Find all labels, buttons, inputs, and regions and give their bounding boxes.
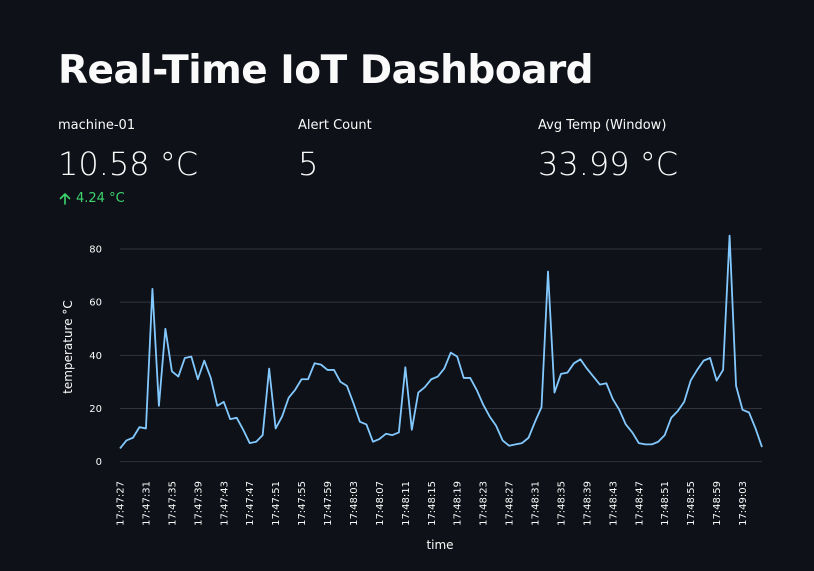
x-tick-label: 17:48:59 [712,481,723,526]
x-tick-label: 17:48:19 [453,481,464,526]
x-tick-label: 17:48:43 [608,481,619,526]
x-tick-label: 17:47:47 [245,481,256,526]
metric-machine-01: machine-01 10.58 °C 4.24 °C [58,118,198,208]
x-tick-label: 17:47:59 [323,481,334,526]
x-tick-label: 17:48:31 [531,481,542,526]
x-tick-label: 17:48:35 [556,481,567,526]
metric-delta: 4.24 °C [58,190,198,208]
series-line-temperature[interactable] [119,234,763,449]
x-tick-label: 17:47:43 [219,481,230,526]
x-tick-label: 17:48:39 [582,481,593,526]
y-tick-label: 40 [89,351,102,362]
metric-value: 10.58 °C [58,145,199,183]
chart-gridlines [120,248,762,463]
x-tick-label: 17:48:23 [479,481,490,526]
metric-delta-value: 4.24 °C [76,191,125,206]
chart-y-axis: 0 20 40 60 80 [89,244,102,468]
x-tick-label: 17:47:39 [193,481,204,526]
x-tick-label: 17:48:51 [660,481,671,526]
y-tick-label: 60 [89,298,102,309]
x-tick-label: 17:47:55 [297,481,308,526]
y-tick-label: 0 [96,457,102,468]
metric-value: 5 [298,145,319,183]
arrow-up-icon [59,193,71,205]
x-axis-title: time [426,538,453,552]
x-tick-label: 17:47:35 [167,481,178,526]
x-tick-label: 17:47:27 [116,481,127,526]
metric-value: 33.99 °C [538,145,679,183]
metric-alert-count: Alert Count 5 [298,118,372,184]
x-tick-label: 17:48:11 [401,481,412,526]
metric-label: Avg Temp (Window) [538,118,667,133]
y-axis-title: temperature °C [61,300,75,394]
x-tick-label: 17:48:55 [686,481,697,526]
y-tick-label: 20 [89,404,102,415]
metric-label: machine-01 [58,118,136,133]
x-tick-label: 17:48:15 [427,481,438,526]
x-tick-label: 17:48:47 [634,481,645,526]
x-tick-label: 17:48:27 [505,481,516,526]
x-tick-label: 17:48:03 [349,481,360,526]
x-tick-label: 17:47:51 [271,481,282,526]
metric-label: Alert Count [298,118,372,133]
x-tick-label: 17:49:03 [738,481,749,526]
x-tick-label: 17:47:31 [141,481,152,526]
page-title: Real-Time IoT Dashboard [58,48,594,93]
metric-avg-temp: Avg Temp (Window) 33.99 °C [538,118,678,184]
y-tick-label: 80 [89,244,102,255]
x-tick-label: 17:48:07 [375,481,386,526]
chart-x-axis: 17:47:27 17:47:31 17:47:35 17:47:39 17:47:43… [116,481,750,526]
